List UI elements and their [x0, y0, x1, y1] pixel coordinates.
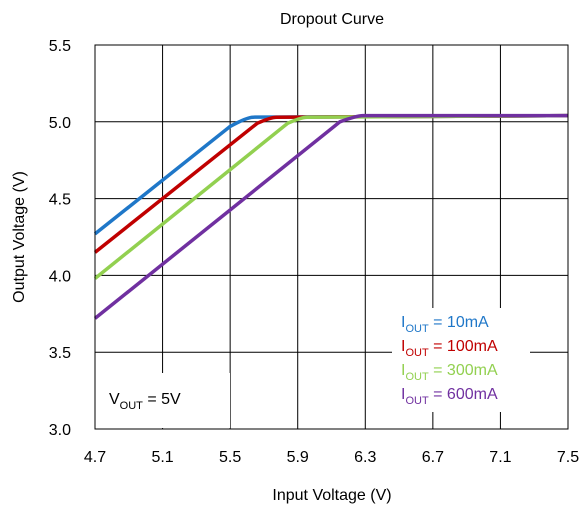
series-layer	[93, 113, 569, 320]
series-line-100ma	[93, 113, 569, 254]
x-tick-label: 5.1	[151, 449, 173, 466]
x-tick-label: 7.1	[489, 449, 511, 466]
y-tick-label: 5.0	[49, 115, 71, 132]
x-tick-label: 5.5	[219, 449, 241, 466]
y-tick-labels: 3.0 3.5 4.0 4.5 5.0 5.5	[49, 38, 71, 439]
y-tick-label: 4.5	[49, 192, 71, 209]
legend-bg	[392, 308, 530, 412]
y-tick-label: 3.5	[49, 345, 71, 362]
y-axis-label: Output Voltage (V)	[11, 171, 28, 303]
chart-title: Dropout Curve	[280, 11, 384, 28]
legend-entry: IOUT = 300mA	[401, 362, 498, 383]
y-tick-label: 4.0	[49, 268, 71, 285]
x-tick-label: 4.7	[84, 449, 106, 466]
y-tick-label: 3.0	[49, 422, 71, 439]
series-line-600ma	[93, 113, 568, 320]
x-tick-label: 7.5	[557, 449, 579, 466]
series-line-10ma	[93, 113, 569, 236]
series-line-300ma	[93, 113, 569, 280]
y-tick-label: 5.5	[49, 38, 71, 55]
plot-frame	[94, 44, 569, 430]
legend-entry: IOUT = 100mA	[401, 338, 498, 359]
x-axis-label: Input Voltage (V)	[272, 487, 391, 504]
x-tick-label: 6.3	[354, 449, 376, 466]
annotation-bg	[96, 373, 230, 428]
x-tick-label: 6.7	[422, 449, 444, 466]
x-tick-label: 5.9	[287, 449, 309, 466]
legend-entry: IOUT = 600mA	[401, 386, 498, 407]
x-tick-labels: 4.7 5.1 5.5 5.9 6.3 6.7 7.1 7.5	[84, 449, 579, 466]
vout-annotation-box: VOUT = 5V	[96, 373, 230, 428]
vout-annotation: VOUT = 5V	[109, 391, 181, 412]
legend-entry: IOUT = 10mA	[401, 314, 489, 335]
legend: IOUT = 10mA IOUT = 100mA IOUT = 300mA IOUT …	[392, 308, 530, 412]
